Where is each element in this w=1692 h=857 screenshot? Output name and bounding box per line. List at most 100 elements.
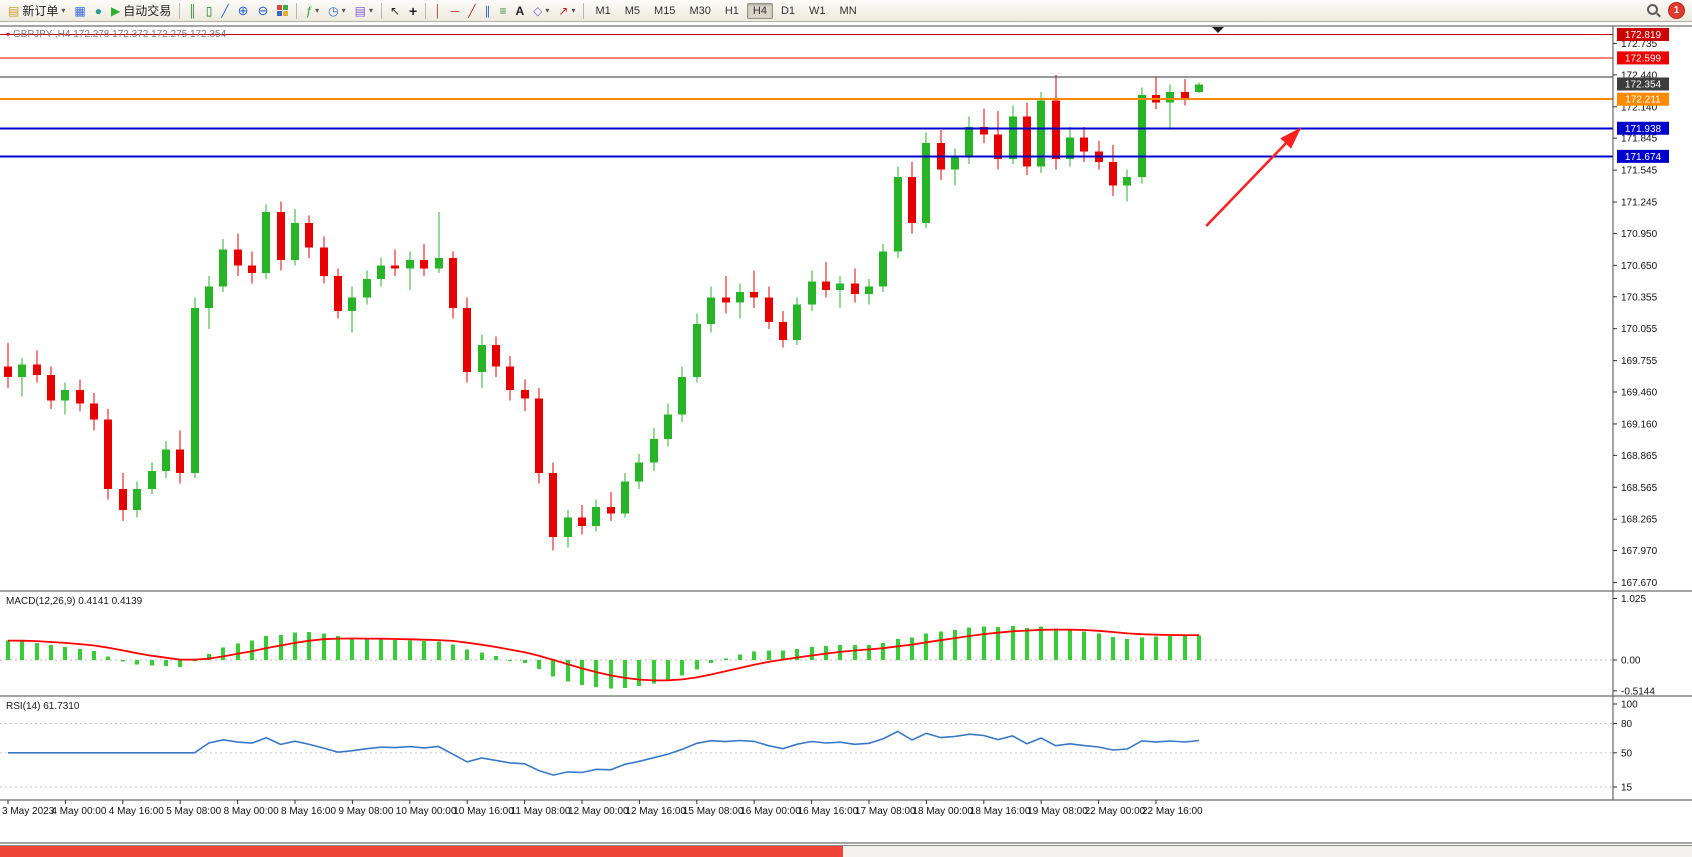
- bar-chart-icon: ║: [188, 3, 197, 18]
- svg-text:12 May 16:00: 12 May 16:00: [625, 806, 686, 817]
- indicators-button[interactable]: ƒ ▾: [301, 2, 323, 20]
- timeframe-D1[interactable]: D1: [780, 4, 796, 17]
- svg-text:100: 100: [1621, 700, 1638, 711]
- vertical-line-icon: │: [434, 3, 442, 18]
- chart-window-icon: ▦: [74, 3, 86, 18]
- zoom-out-icon: ⊖: [257, 3, 269, 18]
- svg-text:22 May 16:00: 22 May 16:00: [1142, 806, 1203, 817]
- trendline-icon: ╱: [468, 3, 476, 18]
- svg-text:9 May 08:00: 9 May 08:00: [338, 806, 393, 817]
- trend-arrow-annotation[interactable]: [1205, 127, 1302, 227]
- toolbar: ▤ 新订单 ▾ ▦ ● ▶ 自动交易 ║ ▯ ╱ ⊕ ⊖ ƒ ▾ ◷ ▾ ▤ ▾: [0, 0, 1692, 22]
- tile-windows-icon: [277, 5, 289, 16]
- templates-button[interactable]: ▤ ▾: [351, 2, 377, 20]
- line-chart-icon: ╱: [221, 3, 229, 18]
- horizontal-line-button[interactable]: ─: [447, 2, 464, 20]
- svg-text:170.950: 170.950: [1621, 229, 1658, 240]
- timeframe-M15[interactable]: M15: [654, 4, 676, 17]
- clock-icon: ◷: [328, 3, 339, 18]
- chevron-down-icon: ▾: [315, 6, 320, 15]
- zoom-in-icon: ⊕: [237, 3, 249, 18]
- auto-trading-play-icon: ▶: [110, 3, 121, 18]
- price-tag: 172.211: [1617, 92, 1669, 106]
- candlestick-chart-button[interactable]: ▯: [202, 2, 217, 20]
- horizontal-line-icon: ─: [450, 3, 460, 18]
- svg-text:-0.5144: -0.5144: [1621, 686, 1655, 697]
- timeframe-M30[interactable]: M30: [689, 4, 711, 17]
- timeframe-H1[interactable]: H1: [724, 4, 739, 17]
- svg-text:172.211: 172.211: [1625, 95, 1661, 106]
- price-tag: 171.674: [1617, 149, 1669, 163]
- zoom-in-button[interactable]: ⊕: [234, 2, 253, 20]
- arrows-button[interactable]: ↗ ▾: [554, 2, 579, 20]
- svg-text:80: 80: [1621, 719, 1633, 730]
- search-icon[interactable]: [1646, 3, 1661, 18]
- text-tool-icon: A: [515, 3, 525, 18]
- svg-text:4 May 16:00: 4 May 16:00: [109, 806, 164, 817]
- toolbar-separator: [583, 2, 585, 19]
- vertical-line-button[interactable]: │: [430, 2, 446, 20]
- svg-text:167.970: 167.970: [1621, 546, 1658, 557]
- fibonacci-button[interactable]: ≡: [495, 2, 510, 20]
- shapes-icon: ◇: [533, 3, 543, 18]
- toolbar-separator: [380, 2, 382, 19]
- charts-window-button[interactable]: ▦: [70, 2, 89, 20]
- chevron-down-icon: ▾: [61, 6, 66, 15]
- timeframe-MN[interactable]: MN: [839, 4, 857, 17]
- hlines-layer: [0, 33, 1613, 158]
- quotes-icon: ●: [94, 3, 102, 18]
- horizontal-scrollbar[interactable]: [0, 845, 1692, 857]
- line-chart-button[interactable]: ╱: [217, 2, 232, 20]
- toolbar-separator: [179, 2, 181, 19]
- chart-canvas[interactable]: 172.735 172.440 172.140 171.845 171.545 171.2…: [0, 22, 1692, 857]
- svg-text:169.755: 169.755: [1621, 356, 1658, 367]
- timeframe-H4[interactable]: H4: [746, 2, 773, 19]
- timeframe-M5[interactable]: M5: [624, 4, 641, 17]
- tile-windows-button[interactable]: [273, 2, 292, 20]
- zoom-out-button[interactable]: ⊖: [253, 2, 272, 20]
- svg-text:5 May 08:00: 5 May 08:00: [166, 806, 221, 817]
- svg-text:8 May 00:00: 8 May 00:00: [224, 806, 279, 817]
- trendline-button[interactable]: ╱: [464, 2, 479, 20]
- svg-text:171.245: 171.245: [1621, 198, 1658, 209]
- svg-text:172.819: 172.819: [1625, 30, 1662, 41]
- cursor-icon: ↖: [389, 3, 401, 18]
- periods-button[interactable]: ◷ ▾: [324, 2, 350, 20]
- toolbar-separator: [425, 2, 427, 19]
- shapes-button[interactable]: ◇ ▾: [529, 2, 553, 20]
- chevron-down-icon: ▾: [571, 6, 576, 15]
- svg-text:22 May 00:00: 22 May 00:00: [1085, 806, 1146, 817]
- bar-chart-button[interactable]: ║: [184, 2, 201, 20]
- arrows-icon: ↗: [558, 3, 569, 18]
- cursor-button[interactable]: ↖: [386, 2, 404, 20]
- svg-text:171.845: 171.845: [1621, 134, 1658, 145]
- equidistant-channel-button[interactable]: ∥: [480, 2, 494, 20]
- svg-text:15 May 08:00: 15 May 08:00: [683, 806, 744, 817]
- panel-frames: [0, 25, 1692, 844]
- quotes-button[interactable]: ●: [91, 2, 106, 20]
- channel-icon: ∥: [484, 3, 491, 18]
- timeframe-W1[interactable]: W1: [809, 4, 826, 17]
- new-order-button[interactable]: ▤ 新订单 ▾: [4, 2, 69, 20]
- price-tag: 172.354: [1617, 77, 1669, 91]
- svg-text:15: 15: [1621, 783, 1633, 794]
- text-button[interactable]: A: [511, 2, 528, 20]
- svg-text:170.650: 170.650: [1621, 261, 1658, 272]
- macd-histogram: [6, 626, 1201, 689]
- notification-badge[interactable]: 1: [1669, 3, 1684, 18]
- auto-trading-button[interactable]: ▶ 自动交易: [107, 2, 175, 20]
- svg-text:172.599: 172.599: [1625, 53, 1662, 64]
- timeframe-M1[interactable]: M1: [595, 4, 611, 17]
- timeframe-toolbar: M1 M5 M15 M30 H1 H4 D1 W1 MN: [588, 2, 863, 19]
- svg-text:8 May 16:00: 8 May 16:00: [281, 806, 336, 817]
- crosshair-button[interactable]: +: [405, 2, 421, 20]
- scrollbar-thumb[interactable]: [0, 846, 843, 857]
- price-axis: 172.735 172.440 172.140 171.845 171.545 171.2…: [1613, 27, 1669, 794]
- svg-text:172.354: 172.354: [1625, 79, 1662, 90]
- svg-text:10 May 00:00: 10 May 00:00: [396, 806, 457, 817]
- scroll-to-end-marker[interactable]: [1212, 27, 1224, 33]
- svg-text:169.460: 169.460: [1621, 388, 1658, 399]
- svg-text:172.440: 172.440: [1621, 70, 1658, 81]
- svg-text:168.265: 168.265: [1621, 515, 1658, 526]
